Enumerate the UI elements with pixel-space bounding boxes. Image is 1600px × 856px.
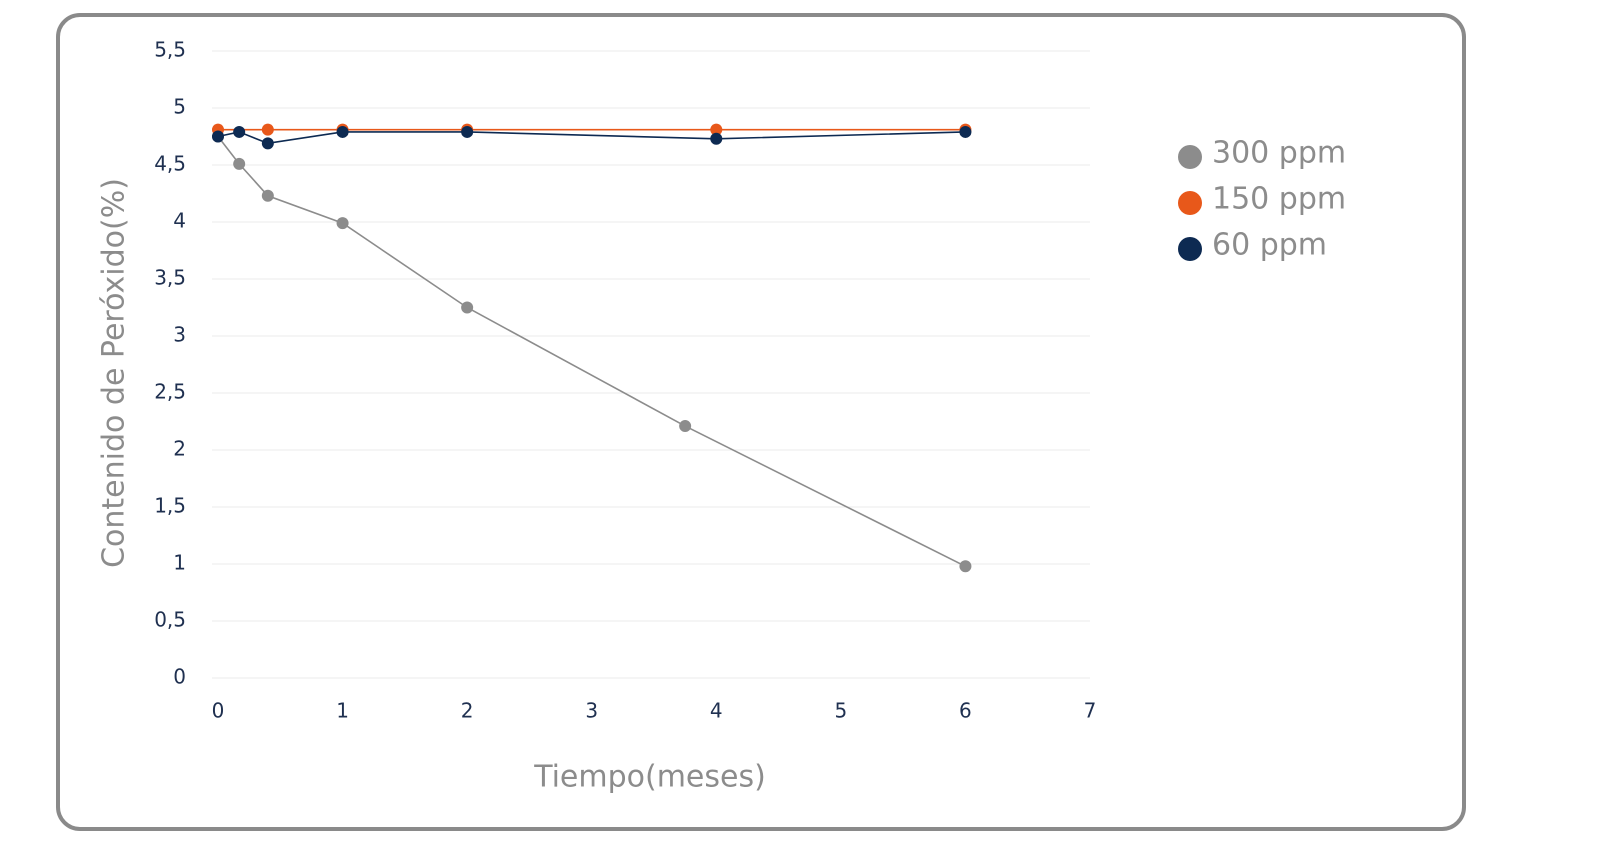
data-point xyxy=(233,125,246,138)
data-point xyxy=(233,157,246,170)
y-tick-label: 4 xyxy=(173,209,186,233)
y-axis-label: Contenido de Peróxido(%) xyxy=(97,178,132,568)
y-tick-label: 0,5 xyxy=(154,608,186,632)
y-tick-label: 0 xyxy=(173,665,186,689)
data-point xyxy=(212,130,224,143)
data-point xyxy=(336,125,349,138)
data-point xyxy=(959,560,972,573)
x-tick-label: 0 xyxy=(212,699,225,723)
data-point xyxy=(336,217,349,230)
x-tick-label: 3 xyxy=(585,699,598,723)
y-tick-label: 4,5 xyxy=(154,152,186,176)
y-tick-label: 1 xyxy=(173,551,186,575)
data-point xyxy=(679,420,692,433)
x-axis-label: Tiempo(meses) xyxy=(533,760,766,795)
data-point xyxy=(710,123,723,136)
data-point xyxy=(710,132,723,145)
data-point xyxy=(261,123,274,136)
y-tick-label: 2 xyxy=(173,437,186,461)
y-tick-label: 2,5 xyxy=(154,380,186,404)
y-tick-label: 5 xyxy=(173,95,186,119)
frame xyxy=(56,13,1466,831)
x-tick-label: 7 xyxy=(1084,699,1097,723)
y-tick-label: 3,5 xyxy=(154,266,186,290)
x-tick-label: 1 xyxy=(336,699,349,723)
y-tick-label: 1,5 xyxy=(154,494,186,518)
legend-label: 60 ppm xyxy=(1212,228,1327,263)
data-point xyxy=(261,137,274,150)
data-point xyxy=(461,125,474,138)
legend-label: 300 ppm xyxy=(1212,136,1346,171)
x-tick-label: 5 xyxy=(834,699,847,723)
legend-marker xyxy=(1178,191,1202,215)
y-tick-label: 5,5 xyxy=(154,38,186,62)
x-tick-label: 6 xyxy=(959,699,972,723)
legend-label: 150 ppm xyxy=(1212,182,1346,217)
y-tick-label: 3 xyxy=(173,323,186,347)
data-point xyxy=(959,125,972,138)
x-tick-label: 2 xyxy=(461,699,474,723)
data-point xyxy=(261,189,274,202)
data-point xyxy=(461,301,474,314)
legend-marker xyxy=(1178,237,1202,261)
legend-marker xyxy=(1178,145,1202,169)
x-tick-label: 4 xyxy=(710,699,723,723)
